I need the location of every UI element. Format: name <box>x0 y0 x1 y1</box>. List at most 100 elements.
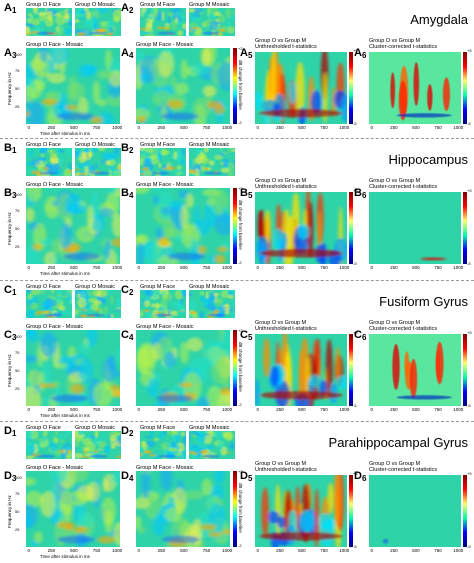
panel-number: 4 <box>128 191 134 200</box>
panel-label-p3: C3 <box>4 330 17 343</box>
x-ticks: 0 250 500 750 1000 <box>136 548 233 554</box>
panel-letter: C <box>121 329 129 341</box>
t-x-ticks: 0 250 500 750 1000 <box>369 548 464 554</box>
x-tick: 1000 <box>453 125 464 130</box>
o-diff-title: Group O Face - Mosaic <box>26 42 84 48</box>
y-tick: 25 <box>15 527 20 532</box>
m-mosaic-map <box>189 148 235 176</box>
panel-number: 6 <box>361 191 367 200</box>
panel-number: 5 <box>247 51 253 60</box>
x-tick: 250 <box>157 265 166 270</box>
panel-label-p5: C5 <box>240 330 252 343</box>
unthresholded-t-max: +5 <box>353 330 358 335</box>
unthresholded-title-2: Unthresholded t-statistics <box>255 184 317 190</box>
unthresholded-title-1: Group O vs Group M <box>255 461 307 467</box>
unthresholded-title-2: Unthresholded t-statistics <box>255 44 317 50</box>
x-tick: 250 <box>276 265 284 270</box>
panel-label-p6: B6 <box>354 188 367 201</box>
y-tick: 25 <box>15 244 20 249</box>
unthresholded-t-colorbar <box>349 475 353 547</box>
y-tick: 100 <box>15 475 22 480</box>
x-tick: 250 <box>276 407 284 412</box>
t-x-ticks: 0 250 500 750 1000 <box>369 407 463 413</box>
x-tick: 500 <box>412 125 420 130</box>
x-tick: 1000 <box>112 125 123 130</box>
corrected-t-colorbar <box>463 475 467 547</box>
x-tick: 1000 <box>112 265 123 270</box>
o-mosaic-title: Group O Mosaic <box>75 284 116 290</box>
x-tick: 500 <box>70 407 78 412</box>
m-face-title: Group M Face <box>140 425 176 431</box>
o-face-title: Group O Face <box>26 2 61 8</box>
corrected-map <box>369 52 461 124</box>
x-tick: 250 <box>276 548 284 553</box>
x-tick: 750 <box>320 548 328 553</box>
x-tick: 750 <box>320 125 328 130</box>
m-face-map <box>140 8 186 36</box>
panel-letter: A <box>4 2 12 14</box>
panel-number: 5 <box>247 191 253 200</box>
x-tick: 0 <box>27 125 31 130</box>
x-tick: 750 <box>434 548 442 553</box>
o-face-title: Group O Face <box>26 425 61 431</box>
corrected-t-min: -5 <box>467 121 471 126</box>
x-ticks: 0 250 500 750 1000 <box>26 265 123 271</box>
x-ticks: 0 250 500 750 1000 <box>26 407 123 413</box>
corrected-map <box>369 475 461 547</box>
x-tick: 750 <box>434 407 442 412</box>
panel-label-p2: C2 <box>121 285 133 298</box>
x-tick: 1000 <box>453 548 464 553</box>
panel-letter: A <box>354 47 362 59</box>
x-tick: 750 <box>202 548 211 553</box>
panel-number: 2 <box>128 429 134 438</box>
m-mosaic-map <box>189 290 235 318</box>
corrected-title-1: Group O vs Group M <box>369 461 421 467</box>
m-diff-map <box>136 48 230 124</box>
unthresholded-t-colorbar <box>349 334 353 406</box>
panel-letter: D <box>354 470 362 482</box>
x-tick: 750 <box>202 407 211 412</box>
x-tick: 500 <box>298 407 306 412</box>
x-tick: 0 <box>137 125 141 130</box>
x-ticks: 0 250 500 750 1000 <box>136 407 233 413</box>
x-tick: 250 <box>276 125 284 130</box>
corrected-title-1: Group O vs Group M <box>369 38 421 44</box>
corrected-t-colorbar <box>463 192 467 264</box>
x-tick: 0 <box>370 548 374 553</box>
o-diff-map <box>26 188 120 264</box>
y-tick: 75 <box>15 68 20 73</box>
o-diff-title: Group O Face - Mosaic <box>26 182 84 188</box>
o-mosaic-title: Group O Mosaic <box>75 2 116 8</box>
m-face-title: Group M Face <box>140 284 176 290</box>
db-colorbar-label: dB change from baseline <box>238 60 243 110</box>
region-title: Amygdala <box>410 12 468 27</box>
corrected-t-min: -5 <box>467 544 471 549</box>
o-face-title: Group O Face <box>26 142 61 148</box>
panel-number: 3 <box>11 51 17 60</box>
x-tick: 750 <box>92 548 101 553</box>
unthresholded-title-2: Unthresholded t-statistics <box>255 467 317 473</box>
x-tick: 250 <box>157 548 166 553</box>
x-tick: 0 <box>370 125 374 130</box>
x-tick: 0 <box>27 407 31 412</box>
x-ticks: 0 250 500 750 1000 <box>26 548 123 554</box>
m-mosaic-title: Group M Mosaic <box>189 142 230 148</box>
panel-number: 3 <box>11 333 17 342</box>
m-mosaic-map <box>189 431 235 459</box>
x-tick: 250 <box>47 407 56 412</box>
y-tick: 75 <box>15 350 20 355</box>
panel-label-p6: D6 <box>354 470 366 484</box>
y-axis-label: Frequency in Hz <box>7 72 12 105</box>
panel-letter: D <box>4 470 12 482</box>
x-tick: 1000 <box>339 548 350 553</box>
m-mosaic-map <box>189 8 235 36</box>
x-tick: 250 <box>390 125 398 130</box>
m-diff-map <box>136 188 230 264</box>
x-tick: 250 <box>47 125 56 130</box>
x-tick: 500 <box>70 125 78 130</box>
db-colorbar-min: -2 <box>238 402 242 407</box>
x-ticks: 0 250 500 750 1000 <box>136 125 233 131</box>
t-x-ticks: 0 250 500 750 1000 <box>369 125 464 131</box>
m-face-map <box>140 431 186 459</box>
panel-number: 6 <box>361 333 367 342</box>
